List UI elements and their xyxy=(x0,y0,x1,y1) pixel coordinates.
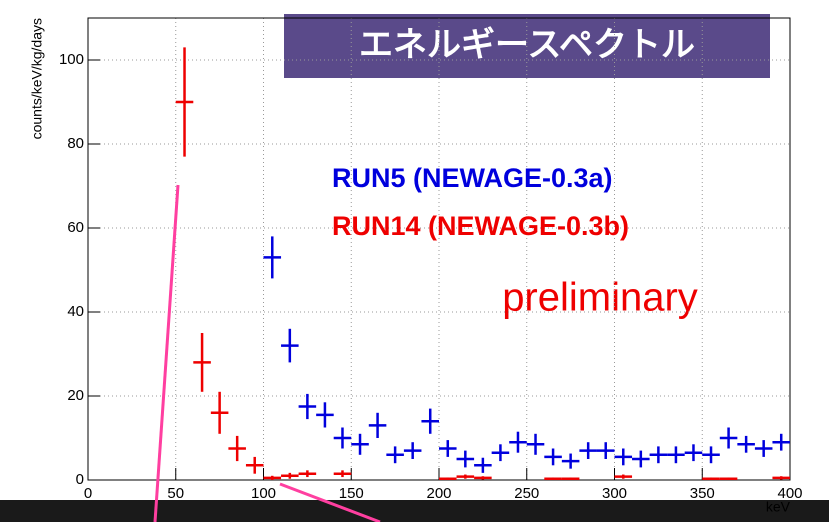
x-tick-label: 300 xyxy=(602,485,627,502)
x-tick-label: 350 xyxy=(690,485,715,502)
canvas xyxy=(0,0,829,500)
y-tick-label: 20 xyxy=(67,387,84,404)
x-tick-label: 150 xyxy=(339,485,364,502)
x-axis-label: keV xyxy=(766,499,791,515)
chart-title: エネルギースペクトル xyxy=(359,26,695,64)
x-tick-label: 250 xyxy=(514,485,539,502)
x-tick-label: 400 xyxy=(777,485,802,502)
x-tick-label: 0 xyxy=(84,485,92,502)
pointer-line xyxy=(279,482,381,522)
y-tick-label: 100 xyxy=(59,51,84,68)
y-tick-label: 40 xyxy=(67,303,84,320)
annotation: preliminary xyxy=(502,276,698,320)
y-tick-label: 80 xyxy=(67,135,84,152)
y-tick-label: 60 xyxy=(67,219,84,236)
plot-frame xyxy=(87,17,791,481)
legend-entry: RUN14 (NEWAGE-0.3b) xyxy=(332,211,629,241)
y-axis-label: counts/keV/kg/days xyxy=(29,18,45,139)
y-tick-label: 0 xyxy=(76,471,84,488)
legend-entry: RUN5 (NEWAGE-0.3a) xyxy=(332,163,613,193)
pointer-line xyxy=(153,184,180,522)
x-tick-label: 200 xyxy=(426,485,451,502)
x-tick-label: 100 xyxy=(251,485,276,502)
plot: 0 20 40 60 80 100 0 50 100 150 200 250 300 350 400 xyxy=(59,17,803,502)
x-tick-label: 50 xyxy=(167,485,184,502)
